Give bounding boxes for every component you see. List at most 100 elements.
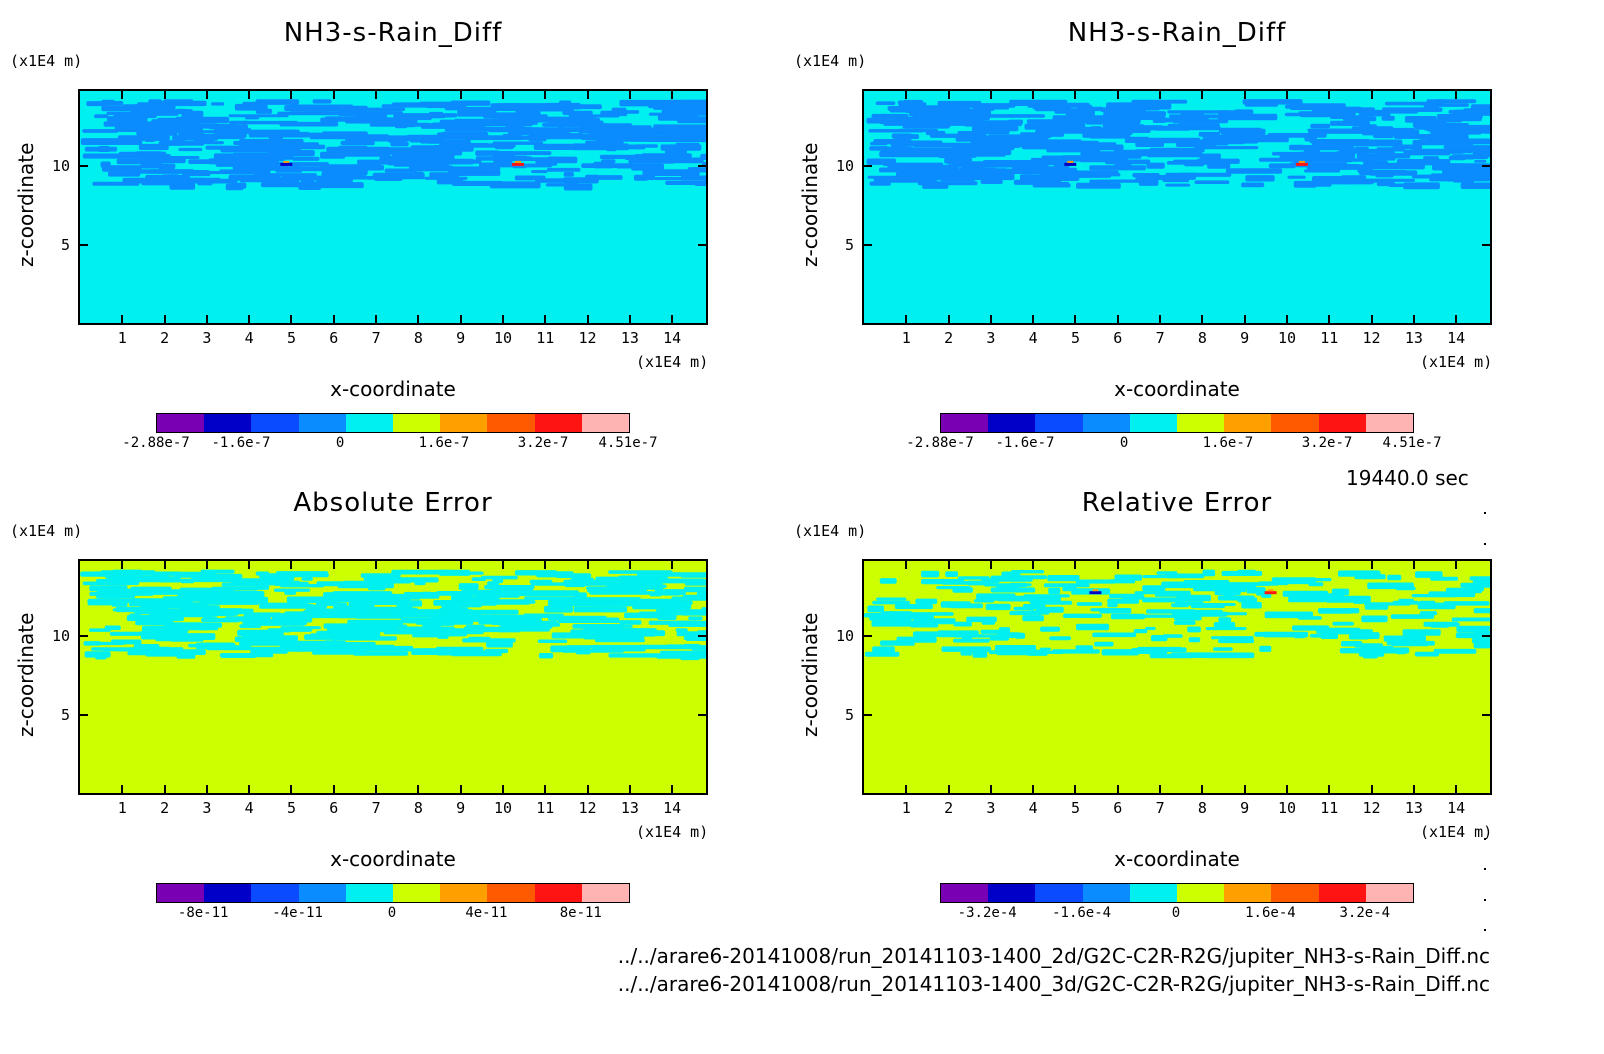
heatmap-cell [479, 162, 508, 168]
heatmap-cell [1217, 113, 1278, 121]
heatmap-cell [343, 111, 403, 115]
x-tick-label: 12 [1362, 799, 1381, 817]
heatmap-cell [1183, 580, 1230, 585]
heatmap-cell [531, 170, 548, 174]
x-tick-mark [628, 785, 631, 793]
heatmap-cell [492, 576, 504, 584]
x-tick-label: 8 [1197, 329, 1207, 347]
heatmap-cell [195, 170, 210, 176]
x-tick-mark [544, 561, 547, 569]
heatmap-cell [1415, 571, 1443, 578]
heatmap-cell [1307, 598, 1332, 602]
x-tick-label: 3 [202, 799, 212, 817]
heatmap-cell [427, 139, 471, 144]
x-tick-label: 10 [493, 799, 512, 817]
heatmap-cell [953, 638, 990, 643]
x-tick-mark [1201, 561, 1204, 569]
y-tick-label: 10 [835, 157, 854, 176]
heatmap-cell [1317, 155, 1333, 160]
colorbar-swatch [941, 884, 989, 902]
heatmap-cell [1047, 575, 1080, 582]
heatmap-plot-area [862, 89, 1492, 325]
heatmap-cell [256, 619, 277, 625]
heatmap-cell [953, 621, 972, 627]
heatmap-cell [1189, 653, 1212, 657]
heatmap-cell [103, 590, 141, 596]
heatmap-cell [546, 167, 581, 172]
heatmap-cell [1232, 130, 1243, 135]
colorbar-label: -4e-11 [272, 905, 323, 921]
x-tick-mark [205, 91, 208, 99]
x-tick-mark [1412, 315, 1415, 323]
heatmap-cell [408, 165, 454, 172]
x-tick-mark [248, 91, 251, 99]
colorbar-swatch [1318, 414, 1366, 432]
heatmap-cell [393, 113, 458, 118]
heatmap-cell [1114, 574, 1142, 581]
x-tick-mark [1285, 561, 1288, 569]
heatmap-cell [1293, 633, 1306, 639]
footer-line-3d: ../../arare6-20141008/run_20141103-1400_… [617, 972, 1490, 996]
heatmap-cell [380, 577, 439, 583]
heatmap-cell [872, 646, 895, 654]
heatmap-cell [229, 125, 246, 129]
heatmap-cell [1271, 151, 1324, 156]
heatmap-cell [495, 135, 544, 140]
heatmap-cell [92, 181, 140, 186]
heatmap-cell [412, 631, 442, 638]
heatmap-cell [523, 613, 564, 618]
heatmap-cell [879, 578, 897, 584]
x-tick-label: 13 [620, 799, 639, 817]
x-tick-label: 13 [1404, 329, 1423, 347]
heatmap-cell [975, 130, 1010, 135]
x-tick-mark [248, 315, 251, 323]
heatmap-cell [701, 579, 706, 584]
heatmap-cell [86, 101, 108, 107]
heatmap-cell [1075, 645, 1094, 651]
heatmap-cell [1218, 617, 1232, 623]
heatmap-cell [514, 570, 557, 576]
heatmap-cell [499, 163, 552, 168]
x-axis-label: x-coordinate [1114, 847, 1240, 871]
heatmap-cell [391, 117, 418, 125]
x-tick-mark [1328, 785, 1331, 793]
heatmap-extreme-cell [1264, 591, 1277, 595]
y-tick-mark [698, 713, 706, 716]
heatmap-cell [193, 135, 245, 140]
heatmap-cell [1075, 579, 1116, 584]
x-tick-mark [1370, 561, 1373, 569]
heatmap-cell [94, 114, 109, 119]
x-tick-label: 8 [1197, 799, 1207, 817]
heatmap-cell [921, 570, 940, 578]
x-tick-mark [290, 91, 293, 99]
heatmap-cell [1073, 143, 1106, 150]
colorbar-label: 3.2e-7 [1301, 435, 1353, 451]
heatmap-cell [1063, 613, 1102, 618]
x-tick-mark [1159, 561, 1162, 569]
heatmap-cell [157, 117, 212, 124]
heatmap-cell [1258, 581, 1289, 586]
heatmap-cell [122, 104, 165, 111]
heatmap-cell [1090, 126, 1102, 133]
heatmap-cell [267, 149, 292, 154]
colorbar-label: 1.6e-7 [418, 435, 470, 451]
heatmap-cell [1351, 126, 1394, 132]
heatmap-cell [1013, 606, 1035, 611]
heatmap-cell [994, 645, 1037, 652]
heatmap-cell [312, 99, 332, 104]
x-tick-mark [205, 561, 208, 569]
heatmap-cell [140, 157, 186, 164]
heatmap-cell [1359, 647, 1410, 654]
heatmap-cell [551, 156, 578, 164]
heatmap-cell [1244, 100, 1278, 107]
heatmap-cell [200, 622, 223, 628]
heatmap-cell [191, 612, 236, 617]
x-tick-label: 3 [202, 329, 212, 347]
heatmap-cell [1010, 140, 1063, 147]
heatmap-cell [136, 129, 171, 136]
heatmap-cell [141, 625, 189, 632]
heatmap-top-band [80, 91, 706, 97]
x-tick-mark [989, 91, 992, 99]
heatmap-cell [518, 590, 579, 597]
heatmap-cell [1417, 602, 1456, 610]
